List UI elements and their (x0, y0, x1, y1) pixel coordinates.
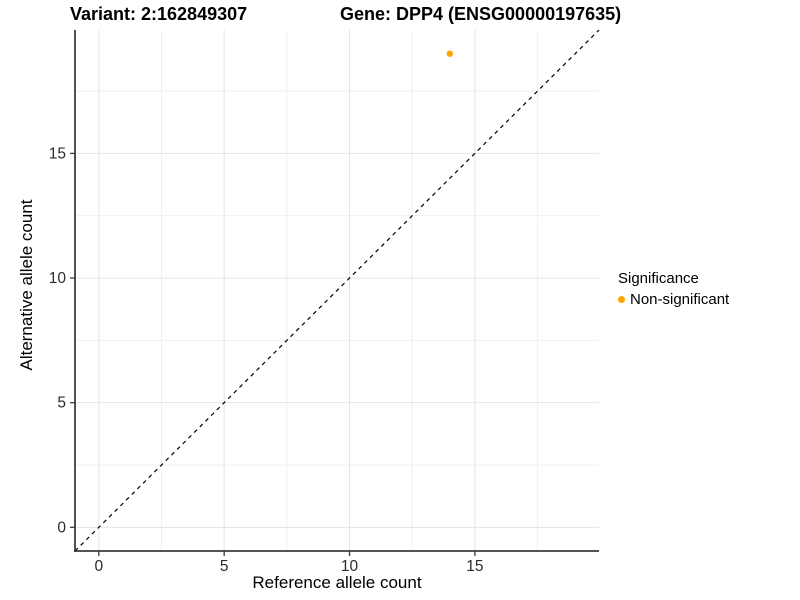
identity-reference-line (74, 29, 600, 552)
y-tick-label: 5 (57, 395, 66, 412)
legend-item-label: Non-significant (630, 291, 730, 308)
data-point (446, 50, 454, 57)
legend-title: Significance (618, 270, 699, 287)
legend: Significance Non-significant (618, 270, 729, 308)
y-tick-label: 15 (49, 145, 66, 162)
legend-point-icon (618, 296, 625, 303)
y-tick-label: 10 (49, 270, 67, 287)
x-axis-title: Reference allele count (252, 573, 422, 592)
y-axis-title: Alternative allele count (17, 199, 36, 371)
x-tick-label: 5 (220, 558, 229, 575)
y-tick-label: 0 (57, 519, 66, 536)
plot-title-variant: Variant: 2:162849307 (70, 4, 248, 24)
legend-item-non-significant: Non-significant (618, 291, 729, 308)
x-tick-label: 15 (466, 558, 483, 575)
x-tick-label: 10 (341, 558, 359, 575)
x-tick-label: 0 (95, 558, 104, 575)
plot-title-gene: Gene: DPP4 (ENSG00000197635) (340, 4, 622, 24)
